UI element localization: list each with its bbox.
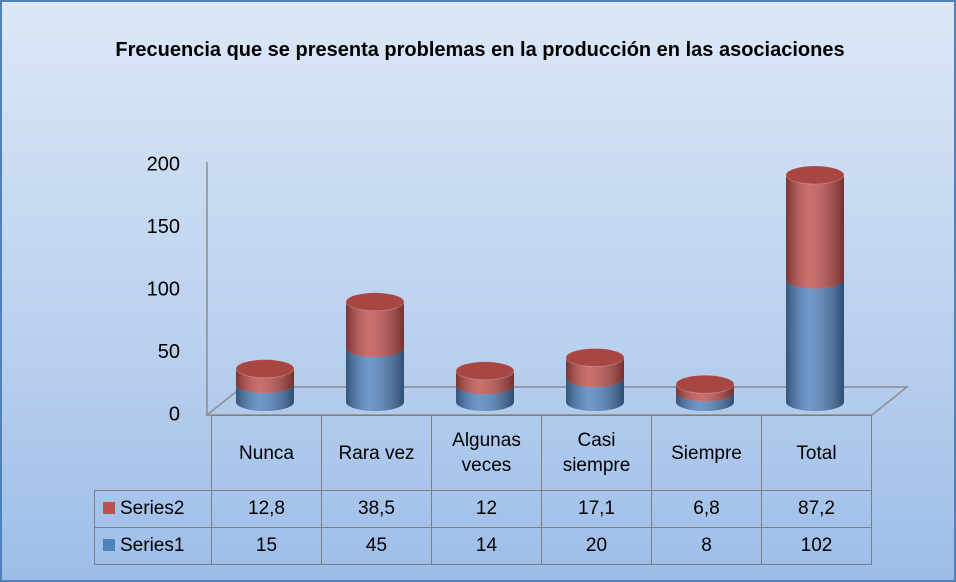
cylinder-cap — [235, 359, 295, 379]
x-tick-label: Algunas veces — [431, 415, 542, 491]
y-tick-label: 0 — [169, 403, 180, 425]
cylinder-shading — [566, 357, 624, 387]
y-tick-label: 100 — [147, 278, 180, 300]
data-label: 20 — [541, 527, 652, 565]
y-tick-label: 50 — [158, 341, 180, 363]
data-label: 38,5 — [321, 490, 432, 528]
data-label: 14 — [431, 527, 542, 565]
cylinder-shading — [786, 174, 844, 289]
cylinder-cap — [345, 292, 405, 312]
x-tick-label: Total — [761, 415, 872, 491]
cylinder-cap-shade — [786, 165, 844, 184]
table-corner — [94, 415, 212, 491]
cylinder-cap — [565, 347, 625, 367]
cylinder-shading — [346, 301, 404, 357]
cylinder-shading — [786, 279, 844, 411]
table-row: Series1 15 45 14 20 8 102 — [94, 527, 872, 565]
legend-swatch — [103, 502, 115, 514]
x-tick-label: Siempre — [651, 415, 762, 491]
chart-title: Frecuencia que se presenta problemas en … — [115, 39, 845, 61]
cylinder-cap-shade — [676, 375, 734, 394]
table-row: Series2 12,8 38,5 12 17,1 6,8 87,2 — [94, 490, 872, 528]
cylinder-cap-shade — [456, 361, 514, 380]
legend-label: Series2 — [120, 498, 185, 519]
cylinder-cap-shade — [566, 348, 624, 367]
cylinder-shading — [676, 384, 734, 402]
cylinder-cap-shade — [236, 359, 294, 378]
table-header-row: Nunca Rara vez Algunas veces Casi siempre Si… — [94, 415, 872, 491]
x-tick-label: Casi siempre — [541, 415, 652, 491]
data-label: 12,8 — [211, 490, 322, 528]
legend-swatch — [103, 539, 115, 551]
x-tick-label: Nunca — [211, 415, 322, 491]
legend-cell: Series2 — [94, 490, 212, 528]
data-label: 87,2 — [761, 490, 872, 528]
data-label: 6,8 — [651, 490, 762, 528]
y-tick-label: 200 — [147, 153, 180, 175]
cylinder-cap-shade — [346, 292, 404, 311]
data-label: 17,1 — [541, 490, 652, 528]
cylinder-cap — [455, 361, 515, 381]
cylinder-shading — [236, 384, 294, 411]
legend-cell: Series1 — [94, 527, 212, 565]
legend-label: Series1 — [120, 535, 185, 556]
cylinder-shading — [236, 368, 294, 393]
data-label: 12 — [431, 490, 542, 528]
cylinder-cap — [785, 165, 845, 185]
data-label: 45 — [321, 527, 432, 565]
cylinder-shading — [456, 370, 514, 395]
y-tick-label: 150 — [147, 216, 180, 238]
data-label: 102 — [761, 527, 872, 565]
cylinder-shading — [346, 348, 404, 411]
cylinder-shading — [456, 385, 514, 411]
x-tick-label: Rara vez — [321, 415, 432, 491]
data-label: 15 — [211, 527, 322, 565]
data-table: Nunca Rara vez Algunas veces Casi siempre Si… — [94, 415, 872, 565]
cylinder-shading — [566, 378, 624, 411]
cylinder-shading — [676, 392, 734, 411]
cylinder-cap — [675, 374, 735, 394]
data-label: 8 — [651, 527, 762, 565]
